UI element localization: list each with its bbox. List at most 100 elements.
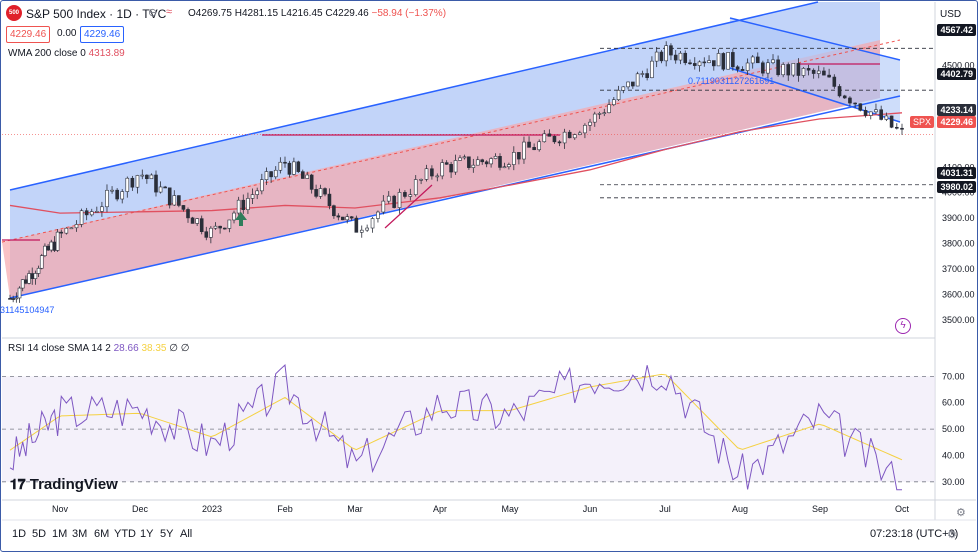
- flag-icon[interactable]: ≈: [166, 6, 173, 18]
- candle: [735, 65, 740, 73]
- candle: [616, 85, 621, 101]
- candle: [167, 187, 172, 209]
- candle: [480, 158, 485, 165]
- tradingview-brand: 𝟏𝟕 TradingView: [10, 476, 118, 493]
- candle: [232, 210, 236, 224]
- candle: [522, 136, 526, 164]
- x-axis-label-mar: Mar: [347, 504, 363, 514]
- axis-settings-icon[interactable]: ⚙: [956, 507, 966, 519]
- timeframe-6m-button[interactable]: 6M: [94, 528, 110, 540]
- candle: [683, 50, 688, 66]
- candle: [145, 174, 149, 184]
- candle: [721, 52, 726, 72]
- level-label-4031: 4031.31: [937, 167, 976, 179]
- timeframe-3m-button[interactable]: 3M: [72, 528, 88, 540]
- rsi-z2: ∅: [180, 343, 190, 354]
- x-axis-label-sep: Sep: [812, 504, 828, 514]
- candle: [140, 169, 145, 180]
- timeframe-1y-button[interactable]: 1Y: [140, 528, 154, 540]
- candle: [20, 279, 25, 292]
- candle: [222, 227, 227, 230]
- candle: [209, 226, 213, 244]
- candle: [631, 81, 635, 89]
- left-number-annotation: 31145104947: [0, 305, 55, 315]
- symbol-title[interactable]: S&P 500 Index · 1D · TVC: [26, 7, 167, 21]
- last-price-label: 4229.46: [937, 116, 976, 128]
- timeframe-1m-button[interactable]: 1M: [52, 528, 68, 540]
- candle: [413, 175, 418, 197]
- candle: [359, 225, 364, 238]
- rsi-tick-30: 30.00: [942, 477, 965, 487]
- candle: [323, 187, 327, 197]
- candle: [340, 216, 345, 221]
- candle: [621, 86, 626, 94]
- clock[interactable]: 07:23:18 (UTC+3): [870, 528, 959, 540]
- candle: [664, 41, 668, 67]
- candle: [269, 171, 273, 184]
- candle: [467, 156, 471, 170]
- settings-gear-icon[interactable]: ⚙: [947, 529, 957, 541]
- timeframe-ytd-button[interactable]: YTD: [114, 528, 136, 540]
- candle: [135, 174, 140, 194]
- candle: [786, 62, 791, 81]
- candle: [300, 169, 305, 179]
- candle: [853, 102, 857, 109]
- candle: [241, 194, 246, 214]
- timeframe-5y-button[interactable]: 5Y: [160, 528, 174, 540]
- price-tick-3700: 3700.00: [942, 264, 975, 274]
- candle: [69, 227, 74, 230]
- candle: [314, 184, 318, 199]
- candle: [110, 186, 114, 194]
- timeframe-5d-button[interactable]: 5D: [32, 528, 47, 540]
- candle: [392, 194, 396, 209]
- candle: [626, 81, 630, 90]
- candle: [745, 58, 750, 75]
- candle: [130, 175, 135, 191]
- candle: [822, 67, 826, 76]
- timeframe-1d-button[interactable]: 1D: [12, 528, 27, 540]
- candle: [493, 153, 498, 160]
- rsi-label[interactable]: RSI 14 close SMA 14 2: [8, 343, 111, 354]
- wma-label[interactable]: WMA 200 close 0: [8, 48, 86, 59]
- x-axis-label-oct: Oct: [895, 504, 910, 514]
- candle: [471, 158, 476, 173]
- candle: [327, 188, 332, 210]
- bid-price-button[interactable]: 4229.46: [6, 26, 51, 43]
- eye-icon[interactable]: ⊖: [148, 7, 158, 19]
- ohlc-low: L4216.45: [280, 8, 323, 19]
- candle: [537, 139, 542, 152]
- candle: [889, 115, 894, 129]
- candle: [874, 103, 878, 115]
- candle: [125, 176, 130, 198]
- candle: [640, 70, 645, 78]
- rsi-sma-value: 38.35: [141, 343, 167, 354]
- candle: [771, 54, 775, 65]
- ohlc-close: C4229.46: [325, 8, 369, 19]
- candle: [59, 229, 64, 238]
- rsi-value: 28.66: [113, 343, 139, 354]
- up-arrow-icon: [235, 212, 247, 226]
- candle: [84, 207, 89, 221]
- ask-price-button[interactable]: 4229.46: [80, 26, 125, 43]
- timeframe-all-button[interactable]: All: [180, 528, 193, 540]
- candle: [115, 188, 119, 202]
- x-axis-label-2023: 2023: [202, 504, 222, 514]
- candle: [100, 201, 104, 217]
- lightning-icon[interactable]: ϟ: [895, 318, 911, 334]
- candle: [444, 160, 449, 165]
- candle: [250, 188, 255, 205]
- x-axis-label-nov: Nov: [52, 504, 69, 514]
- level-label-4402: 4402.79: [937, 68, 976, 80]
- candle: [309, 173, 314, 194]
- candle: [507, 162, 511, 170]
- candle: [726, 52, 730, 70]
- candle: [597, 111, 602, 119]
- candle: [848, 96, 852, 107]
- candle: [801, 67, 806, 78]
- candle: [349, 216, 354, 221]
- currency-label[interactable]: USD: [940, 9, 962, 20]
- candle: [246, 192, 250, 214]
- candle: [832, 74, 837, 89]
- candle: [154, 170, 158, 197]
